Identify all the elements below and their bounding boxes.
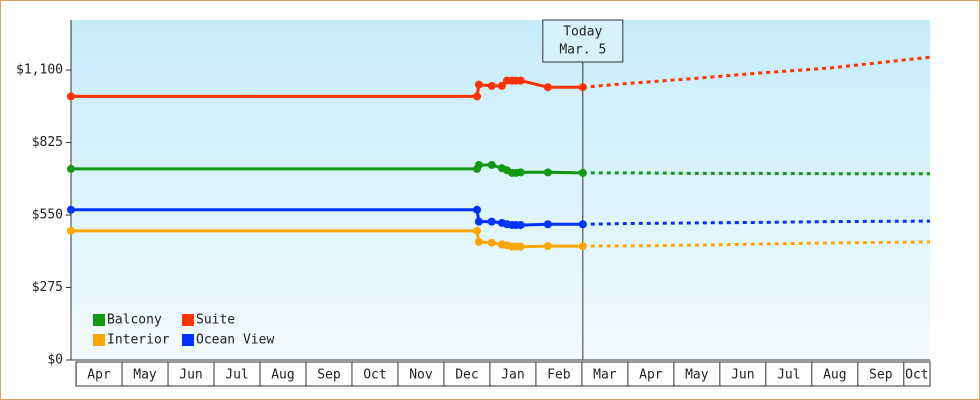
data-point (67, 226, 75, 235)
x-tick-label: Apr (87, 368, 111, 383)
legend-swatch (93, 314, 105, 326)
today-label: Mar. 5 (559, 43, 606, 58)
x-tick-label: Nov (409, 368, 433, 383)
today-label: Today (563, 25, 602, 40)
data-point (474, 217, 483, 226)
legend-label: Ocean View (196, 333, 274, 348)
x-tick-label: Oct (363, 368, 386, 383)
legend-swatch (93, 334, 105, 346)
legend-label: Suite (196, 313, 235, 328)
x-tick-label: Aug (271, 368, 294, 383)
data-point (473, 226, 482, 235)
data-point (516, 168, 525, 177)
forecast-line (582, 55, 931, 89)
x-tick-label: May (133, 368, 157, 383)
data-point (516, 76, 525, 85)
data-point (67, 164, 75, 173)
data-point (543, 220, 552, 229)
data-point (67, 92, 75, 101)
data-point (473, 92, 482, 101)
data-point (67, 205, 75, 214)
x-tick-label: Jun (179, 368, 202, 383)
forecast-line (582, 219, 931, 226)
data-point (516, 242, 525, 251)
x-tick-label: Jan (501, 368, 524, 383)
x-tick-label: Jul (225, 368, 248, 383)
x-tick-label: Feb (547, 368, 571, 383)
x-tick-label: Aug (823, 368, 846, 383)
data-point (578, 83, 587, 92)
x-axis-band (75, 361, 931, 387)
data-point (487, 217, 496, 226)
forecast-line (582, 171, 930, 176)
y-tick-label: $275 (32, 280, 63, 295)
x-tick-label: Mar (593, 368, 617, 383)
data-point (497, 81, 506, 90)
data-point (474, 160, 483, 169)
x-tick-label: Oct (905, 368, 928, 383)
x-tick-label: Jun (731, 368, 754, 383)
legend-label: Interior (107, 333, 170, 348)
x-tick-label: Sep (317, 368, 341, 383)
x-tick-label: Dec (455, 368, 478, 383)
legend-label: Balcony (107, 313, 162, 328)
data-point (543, 168, 552, 177)
y-tick-label: $1,100 (16, 63, 63, 78)
data-point (487, 238, 496, 247)
data-point (543, 83, 552, 92)
data-point (543, 242, 552, 251)
data-point (473, 205, 482, 214)
y-tick-label: $550 (32, 208, 63, 223)
x-tick-label: Jul (777, 368, 800, 383)
forecast-line (582, 240, 931, 248)
data-point (578, 242, 587, 251)
x-tick-label: Apr (639, 368, 663, 383)
y-tick-label: $825 (32, 135, 63, 150)
plot-area (71, 20, 930, 360)
data-point (487, 160, 496, 169)
today-box (542, 19, 624, 63)
x-tick-label: May (685, 368, 709, 383)
data-point (516, 221, 525, 230)
data-point (578, 220, 587, 229)
y-tick-label: $0 (47, 353, 63, 368)
data-point (578, 168, 587, 177)
x-tick-label: Sep (869, 368, 893, 383)
legend-swatch (182, 334, 194, 346)
legend-swatch (182, 314, 194, 326)
data-point (487, 81, 496, 90)
data-point (474, 80, 483, 89)
data-point (474, 237, 483, 246)
